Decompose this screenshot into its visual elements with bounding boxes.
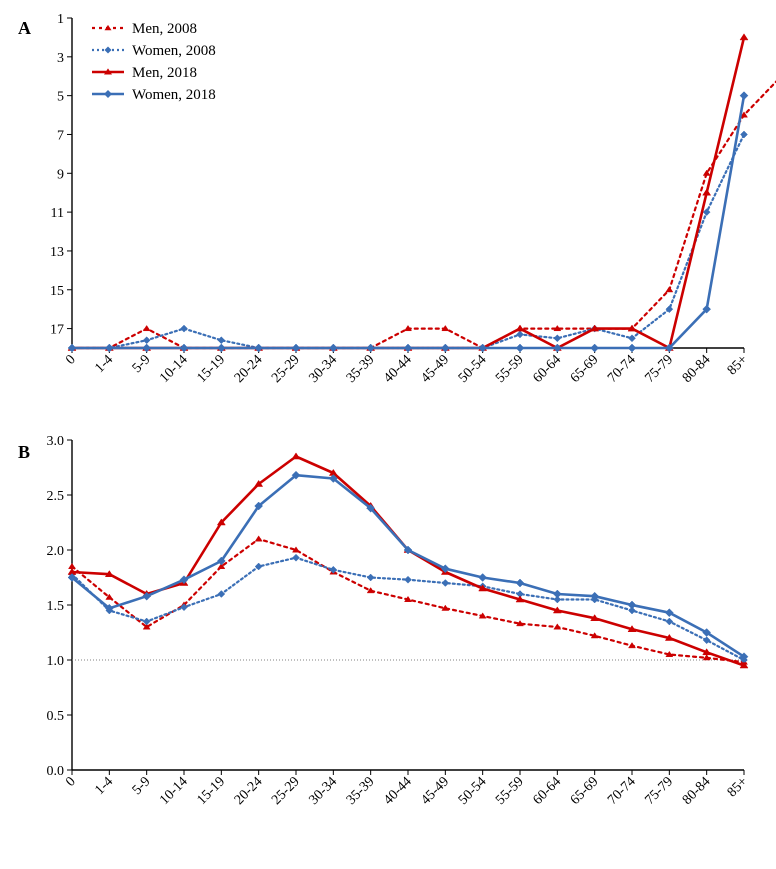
svg-text:20-24: 20-24	[232, 352, 266, 386]
chart-canvas: 135791113151701-45-910-1415-1920-2425-29…	[0, 0, 776, 869]
svg-text:20-24: 20-24	[232, 774, 266, 808]
svg-text:15-19: 15-19	[194, 774, 228, 808]
svg-text:35-39: 35-39	[344, 774, 378, 808]
svg-text:45-49: 45-49	[418, 774, 452, 808]
svg-text:5-9: 5-9	[130, 774, 154, 798]
svg-text:Women, 2008: Women, 2008	[132, 43, 216, 59]
svg-text:80-84: 80-84	[680, 774, 714, 808]
svg-text:2.0: 2.0	[47, 544, 65, 559]
svg-text:75-79: 75-79	[642, 352, 676, 386]
svg-text:10-14: 10-14	[157, 774, 191, 808]
svg-text:60-64: 60-64	[530, 352, 564, 386]
svg-text:25-29: 25-29	[269, 352, 303, 386]
svg-text:1.0: 1.0	[47, 654, 65, 669]
svg-text:50-54: 50-54	[456, 352, 490, 386]
svg-text:25-29: 25-29	[269, 774, 303, 808]
svg-text:3.0: 3.0	[47, 434, 65, 449]
svg-text:40-44: 40-44	[381, 774, 415, 808]
svg-text:35-39: 35-39	[344, 352, 378, 386]
svg-text:55-59: 55-59	[493, 352, 527, 386]
svg-text:13: 13	[50, 245, 64, 260]
svg-text:70-74: 70-74	[605, 774, 639, 808]
svg-text:65-69: 65-69	[568, 774, 602, 808]
svg-text:11: 11	[51, 206, 64, 221]
svg-text:0.5: 0.5	[47, 709, 65, 724]
svg-text:40-44: 40-44	[381, 352, 415, 386]
svg-text:0.0: 0.0	[47, 764, 65, 779]
svg-text:Men, 2008: Men, 2008	[132, 21, 197, 37]
svg-text:80-84: 80-84	[680, 352, 714, 386]
svg-text:3: 3	[57, 51, 64, 66]
svg-text:Women, 2018: Women, 2018	[132, 87, 216, 103]
svg-text:15: 15	[50, 284, 64, 299]
svg-text:5-9: 5-9	[130, 352, 154, 376]
svg-text:30-34: 30-34	[306, 352, 340, 386]
panel-b-label: B	[18, 442, 30, 463]
svg-text:1: 1	[57, 12, 64, 27]
panel-a-label: A	[18, 18, 31, 39]
svg-text:0: 0	[63, 774, 79, 790]
svg-text:45-49: 45-49	[418, 352, 452, 386]
svg-text:1-4: 1-4	[92, 774, 116, 798]
svg-text:55-59: 55-59	[493, 774, 527, 808]
svg-text:17: 17	[50, 323, 64, 338]
svg-text:50-54: 50-54	[456, 774, 490, 808]
svg-text:30-34: 30-34	[306, 774, 340, 808]
svg-text:0: 0	[63, 352, 79, 368]
svg-text:65-69: 65-69	[568, 352, 602, 386]
svg-text:9: 9	[57, 167, 64, 182]
svg-text:2.5: 2.5	[47, 489, 65, 504]
svg-text:70-74: 70-74	[605, 352, 639, 386]
svg-text:85+: 85+	[725, 774, 751, 800]
svg-text:5: 5	[57, 90, 64, 105]
svg-text:1-4: 1-4	[92, 352, 116, 376]
svg-text:10-14: 10-14	[157, 352, 191, 386]
svg-text:Men, 2018: Men, 2018	[132, 65, 197, 81]
svg-text:75-79: 75-79	[642, 774, 676, 808]
svg-text:7: 7	[57, 128, 64, 143]
svg-text:85+: 85+	[725, 352, 751, 378]
svg-text:1.5: 1.5	[47, 599, 65, 614]
svg-text:60-64: 60-64	[530, 774, 564, 808]
svg-text:15-19: 15-19	[194, 352, 228, 386]
